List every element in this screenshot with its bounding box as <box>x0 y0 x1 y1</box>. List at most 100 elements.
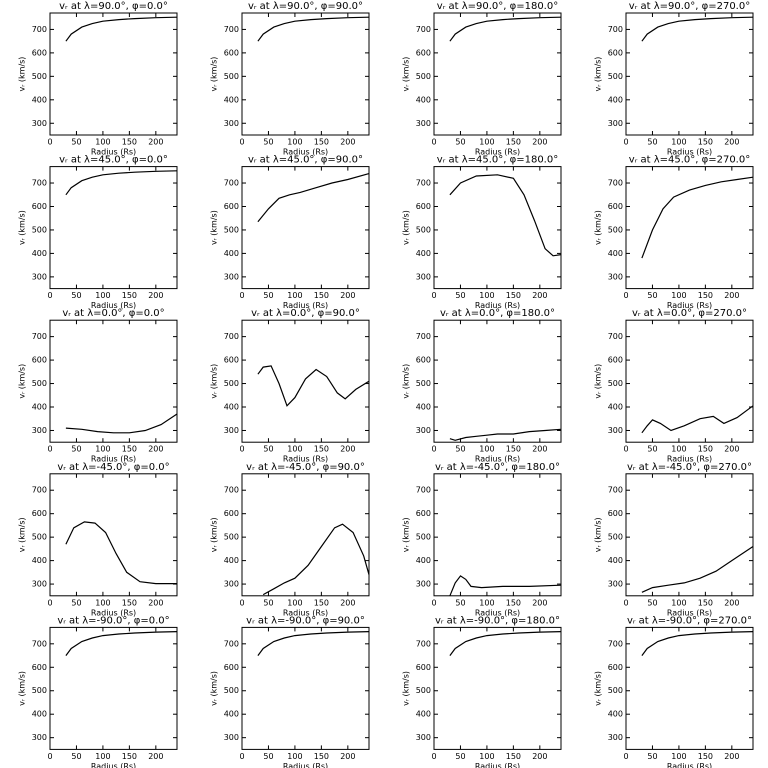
x-tick-label: 50 <box>71 445 81 454</box>
y-tick-label: 400 <box>224 249 239 258</box>
y-tick-label: 300 <box>224 733 239 742</box>
x-axis-label: Radius (Rs) <box>475 762 520 768</box>
x-tick-label: 150 <box>506 598 521 607</box>
x-tick-label: 50 <box>71 598 81 607</box>
x-tick-label: 0 <box>623 752 628 761</box>
x-axis-label: Radius (Rs) <box>667 762 712 768</box>
x-tick-label: 0 <box>47 598 52 607</box>
x-tick-label: 150 <box>698 138 713 147</box>
x-tick-label: 50 <box>71 138 81 147</box>
x-axis-label: Radius (Rs) <box>91 301 136 310</box>
y-tick-label: 700 <box>224 25 239 34</box>
y-tick-label: 300 <box>32 580 47 589</box>
x-tick-label: 0 <box>431 291 436 300</box>
x-tick-label: 150 <box>506 445 521 454</box>
y-tick-label: 400 <box>416 556 431 565</box>
plot-frame <box>241 473 370 597</box>
x-tick-label: 0 <box>47 138 52 147</box>
y-tick-label: 700 <box>224 179 239 188</box>
y-axis-label: vᵣ (km/s) <box>210 210 219 245</box>
y-tick-label: 500 <box>416 379 431 388</box>
y-tick-label: 600 <box>32 48 47 57</box>
x-tick-label: 200 <box>724 598 739 607</box>
data-line <box>641 176 754 259</box>
chart-title: vᵣ at λ=-45.0°, φ=270.0° <box>627 462 752 473</box>
x-tick-label: 100 <box>479 138 494 147</box>
y-tick-label: 500 <box>32 379 47 388</box>
y-tick-label: 600 <box>32 509 47 518</box>
x-axis-label: Radius (Rs) <box>283 455 328 464</box>
x-tick-label: 50 <box>71 752 81 761</box>
x-tick-label: 150 <box>506 291 521 300</box>
y-tick-label: 600 <box>608 48 623 57</box>
x-tick-label: 200 <box>148 445 163 454</box>
x-tick-label: 0 <box>239 445 244 454</box>
y-tick-label: 300 <box>32 272 47 281</box>
x-tick-label: 150 <box>506 138 521 147</box>
y-tick-label: 500 <box>416 72 431 81</box>
x-tick-label: 100 <box>671 752 686 761</box>
x-tick-label: 150 <box>122 138 137 147</box>
y-tick-label: 700 <box>608 179 623 188</box>
data-line <box>449 575 562 597</box>
data-line <box>449 631 562 656</box>
x-tick-label: 100 <box>671 291 686 300</box>
y-tick-label: 500 <box>416 225 431 234</box>
y-tick-label: 700 <box>416 486 431 495</box>
data-line <box>449 174 562 257</box>
data-line <box>65 521 177 585</box>
x-tick-label: 200 <box>532 598 547 607</box>
y-tick-label: 300 <box>608 733 623 742</box>
x-tick-label: 100 <box>95 291 110 300</box>
data-line <box>641 405 754 434</box>
x-tick-label: 50 <box>455 752 465 761</box>
y-tick-label: 500 <box>32 225 47 234</box>
x-tick-label: 200 <box>148 291 163 300</box>
x-tick-label: 100 <box>95 598 110 607</box>
x-tick-label: 50 <box>647 752 657 761</box>
y-tick-label: 600 <box>608 663 623 672</box>
y-tick-label: 500 <box>32 686 47 695</box>
data-line <box>262 523 370 596</box>
x-tick-label: 50 <box>455 291 465 300</box>
x-axis-label: Radius (Rs) <box>91 455 136 464</box>
y-tick-label: 700 <box>32 639 47 648</box>
x-tick-label: 200 <box>148 752 163 761</box>
y-tick-label: 700 <box>416 179 431 188</box>
y-axis-label: vᵣ (km/s) <box>402 671 411 706</box>
x-tick-label: 150 <box>314 752 329 761</box>
x-tick-label: 50 <box>71 291 81 300</box>
y-tick-label: 300 <box>416 426 431 435</box>
x-tick-label: 150 <box>314 445 329 454</box>
plot-frame <box>49 166 178 290</box>
chart-title: vᵣ at λ=90.0°, φ=270.0° <box>629 1 750 12</box>
y-tick-label: 400 <box>608 710 623 719</box>
x-tick-label: 200 <box>724 138 739 147</box>
y-tick-label: 600 <box>608 356 623 365</box>
chart-title: vᵣ at λ=90.0°, φ=0.0° <box>59 1 168 12</box>
y-tick-label: 600 <box>416 48 431 57</box>
y-tick-label: 400 <box>224 556 239 565</box>
x-tick-label: 200 <box>532 752 547 761</box>
y-tick-label: 300 <box>224 426 239 435</box>
x-tick-label: 150 <box>122 598 137 607</box>
x-tick-label: 150 <box>314 138 329 147</box>
x-axis-label: Radius (Rs) <box>283 608 328 617</box>
plot-frame <box>49 319 178 443</box>
y-tick-label: 700 <box>608 486 623 495</box>
y-tick-label: 600 <box>416 356 431 365</box>
x-tick-label: 200 <box>532 138 547 147</box>
x-tick-label: 0 <box>431 445 436 454</box>
plot-frame <box>625 626 754 750</box>
x-tick-label: 50 <box>263 752 273 761</box>
plot-frame <box>241 319 370 443</box>
y-tick-label: 400 <box>416 710 431 719</box>
x-tick-label: 150 <box>698 445 713 454</box>
data-line <box>641 631 754 656</box>
x-axis-label: Radius (Rs) <box>283 148 328 157</box>
y-axis-label: vᵣ (km/s) <box>402 364 411 399</box>
chart-title: vᵣ at λ=45.0°, φ=90.0° <box>248 155 363 166</box>
chart-title: vᵣ at λ=-90.0°, φ=180.0° <box>435 615 560 626</box>
x-tick-label: 0 <box>239 138 244 147</box>
y-tick-label: 600 <box>224 48 239 57</box>
